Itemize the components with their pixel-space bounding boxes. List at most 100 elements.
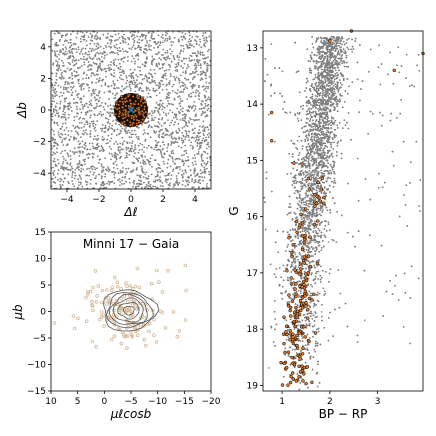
field-star — [128, 181, 131, 184]
field-star — [70, 72, 73, 75]
field-star — [78, 168, 80, 171]
member-star — [122, 120, 126, 124]
pm-star — [175, 334, 180, 339]
pm-star — [72, 326, 77, 331]
field-star — [122, 167, 124, 169]
field-star — [186, 87, 189, 90]
field-star — [128, 154, 131, 156]
field-star — [96, 120, 99, 122]
field-star — [171, 119, 174, 122]
field-star — [196, 172, 199, 175]
field-star — [90, 94, 93, 97]
field-star — [283, 270, 285, 273]
field-star — [82, 133, 85, 136]
field-star — [200, 107, 203, 110]
field-star — [178, 136, 180, 139]
field-star — [131, 147, 134, 150]
field-star — [59, 106, 61, 109]
field-star — [131, 55, 134, 57]
field-star — [198, 98, 201, 100]
field-star — [121, 127, 124, 130]
field-star — [165, 133, 167, 136]
field-star — [87, 106, 89, 109]
cluster-center-marker — [127, 106, 135, 114]
field-star — [181, 175, 184, 178]
field-star — [84, 58, 86, 61]
field-star — [125, 50, 127, 53]
field-star — [69, 136, 72, 138]
field-star — [206, 66, 209, 69]
field-star — [67, 134, 70, 136]
field-star — [112, 167, 115, 169]
field-star — [105, 142, 108, 145]
field-star — [115, 39, 117, 41]
field-star — [158, 136, 161, 139]
field-star — [90, 39, 92, 42]
field-star — [203, 37, 205, 40]
field-star — [164, 74, 167, 77]
field-star — [121, 39, 124, 42]
field-star — [175, 141, 177, 144]
field-star — [88, 100, 91, 103]
field-star — [72, 57, 75, 59]
field-star — [175, 157, 178, 160]
field-star — [104, 103, 107, 105]
field-star — [80, 87, 82, 89]
field-star — [98, 58, 101, 61]
field-star — [130, 80, 133, 83]
field-star — [97, 52, 100, 55]
field-star — [141, 124, 143, 126]
field-star — [119, 68, 121, 71]
field-star — [175, 116, 177, 119]
field-star — [310, 112, 313, 114]
field-star — [153, 109, 156, 112]
field-star — [157, 141, 160, 143]
field-star — [192, 186, 195, 189]
field-star — [90, 110, 93, 112]
field-star — [202, 125, 205, 127]
field-star — [185, 43, 188, 46]
pm-star — [102, 324, 106, 328]
field-star — [93, 37, 96, 40]
field-star — [137, 54, 140, 57]
field-star — [194, 39, 196, 42]
field-star — [73, 139, 75, 141]
field-star — [150, 114, 153, 117]
field-star — [193, 64, 196, 67]
field-star — [157, 62, 160, 65]
field-star — [89, 68, 91, 71]
field-star — [115, 134, 118, 137]
field-star — [206, 133, 209, 136]
field-star — [95, 82, 97, 84]
field-star — [93, 166, 96, 169]
field-star — [114, 46, 116, 49]
field-star — [137, 136, 140, 138]
pm-star — [97, 317, 102, 322]
field-star — [207, 103, 210, 106]
field-star — [61, 125, 64, 128]
field-star — [126, 132, 129, 134]
field-star — [166, 97, 169, 99]
field-star — [116, 92, 119, 95]
field-star — [78, 122, 81, 124]
field-star — [165, 112, 167, 115]
field-star — [126, 130, 128, 133]
field-star — [192, 164, 195, 166]
field-star — [89, 183, 92, 185]
field-star — [159, 176, 162, 179]
field-star — [53, 144, 56, 147]
field-star — [92, 57, 95, 60]
field-star — [58, 108, 61, 110]
field-star — [104, 84, 107, 86]
field-star — [134, 81, 137, 84]
field-star — [73, 48, 75, 50]
field-star — [158, 103, 161, 105]
field-star — [199, 182, 202, 185]
field-star — [105, 75, 107, 78]
field-star — [58, 32, 61, 35]
field-star — [62, 122, 64, 125]
field-star — [113, 84, 116, 87]
field-star — [112, 108, 115, 111]
field-star — [128, 47, 131, 50]
